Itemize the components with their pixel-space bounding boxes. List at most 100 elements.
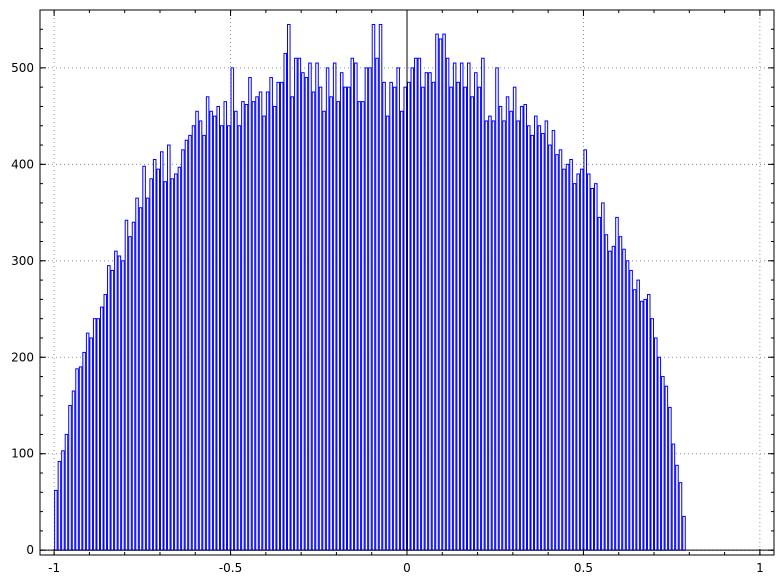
histogram-bar	[290, 96, 295, 551]
histogram-bar	[643, 298, 647, 551]
histogram-bar	[629, 269, 633, 551]
histogram-bar	[156, 168, 160, 551]
histogram-bar	[396, 67, 400, 551]
histogram-bar	[516, 120, 520, 551]
histogram-bar	[96, 318, 100, 551]
histogram-bar	[167, 144, 171, 551]
histogram-bar	[332, 62, 337, 551]
histogram-bar	[350, 57, 355, 551]
histogram-bar	[572, 183, 577, 551]
axes	[40, 10, 774, 555]
histogram-bar	[297, 57, 302, 551]
histogram-bar	[209, 110, 213, 551]
y-tick-label: 200	[11, 350, 34, 364]
histogram-bar	[279, 81, 284, 551]
histogram-bar	[258, 91, 263, 551]
histogram-bar	[622, 248, 626, 551]
histogram-bar	[357, 101, 362, 551]
histogram-bar	[403, 86, 408, 551]
histogram-bar	[329, 96, 333, 551]
histogram-bar	[512, 86, 517, 551]
histogram-bar	[392, 86, 397, 551]
histogram-bar	[558, 149, 563, 551]
histogram-bar	[375, 57, 379, 551]
histogram-bar	[431, 81, 436, 551]
histogram-bar	[343, 86, 348, 551]
histogram-bar	[234, 110, 238, 551]
histogram-bar	[294, 57, 298, 551]
histogram-bar	[385, 115, 390, 551]
histogram-bar	[262, 115, 266, 551]
histogram-bar	[611, 245, 616, 551]
histogram-bar	[107, 265, 111, 551]
histogram-bar	[336, 101, 340, 551]
histogram-bar	[315, 62, 319, 551]
histogram-bar	[318, 86, 323, 551]
histogram-bar	[650, 318, 655, 551]
histogram-bar	[675, 464, 679, 551]
y-tick-label: 500	[11, 61, 34, 75]
histogram-bar	[445, 57, 450, 551]
histogram-bar	[583, 149, 587, 551]
histogram-bar	[470, 96, 475, 551]
x-tick-label: 0.5	[574, 561, 593, 575]
histogram-bar	[502, 120, 506, 551]
histogram-bar	[145, 197, 150, 551]
histogram-bar	[368, 67, 372, 551]
histogram-bar	[594, 183, 598, 551]
y-tick-label: 400	[11, 157, 34, 171]
histogram-bar	[466, 62, 471, 551]
histogram-bar	[283, 52, 288, 551]
histogram-bar	[590, 187, 595, 551]
histogram-bar	[579, 168, 584, 551]
histogram-bar	[191, 125, 196, 551]
histogram-bar	[424, 72, 429, 551]
x-tick-label: -0.5	[219, 561, 242, 575]
histogram-bar	[138, 207, 143, 551]
histogram-bar	[551, 130, 556, 551]
histogram-bar	[565, 163, 570, 551]
histogram-bar	[361, 101, 365, 551]
histogram-bar	[399, 110, 404, 551]
histogram-bar	[248, 77, 252, 551]
histogram-bar	[57, 460, 62, 551]
histogram-bar	[664, 385, 669, 551]
histogram-bar	[198, 120, 203, 551]
histogram-bar	[417, 57, 422, 551]
x-tick-label: -1	[48, 561, 60, 575]
histogram-bar	[452, 62, 457, 551]
histogram-bar	[548, 144, 552, 551]
histogram-bar	[89, 337, 93, 551]
histogram-bar	[523, 104, 527, 551]
histogram-bar	[481, 57, 485, 551]
histogram-bar	[562, 168, 566, 551]
histogram-bar	[223, 101, 228, 551]
histogram-bar	[227, 125, 231, 551]
histogram-bar	[68, 404, 72, 551]
histogram-bar	[177, 166, 182, 551]
histogram-bar	[407, 81, 411, 551]
histogram-bar	[216, 105, 220, 551]
plot-frame	[39, 9, 775, 556]
histogram-bar	[103, 294, 108, 551]
histogram-bar	[195, 110, 199, 551]
histogram-bar	[230, 67, 235, 551]
histogram-bar	[99, 306, 104, 551]
histogram-bar	[311, 91, 316, 551]
histogram-bar	[219, 125, 224, 551]
histogram-bar	[382, 81, 386, 551]
histogram-bar	[54, 489, 58, 551]
histogram-bar	[414, 57, 418, 551]
histogram-bar	[347, 86, 351, 551]
histogram-bar	[477, 86, 482, 551]
histogram-bar	[128, 236, 132, 551]
histogram-bar	[110, 269, 115, 551]
histogram-bar	[519, 105, 524, 551]
histogram-bar	[438, 38, 443, 551]
histogram-bar	[435, 33, 439, 551]
histogram-bar	[354, 62, 358, 551]
histogram-bar	[389, 81, 393, 551]
histogram-bar	[181, 149, 185, 551]
histogram-bar	[421, 86, 425, 551]
